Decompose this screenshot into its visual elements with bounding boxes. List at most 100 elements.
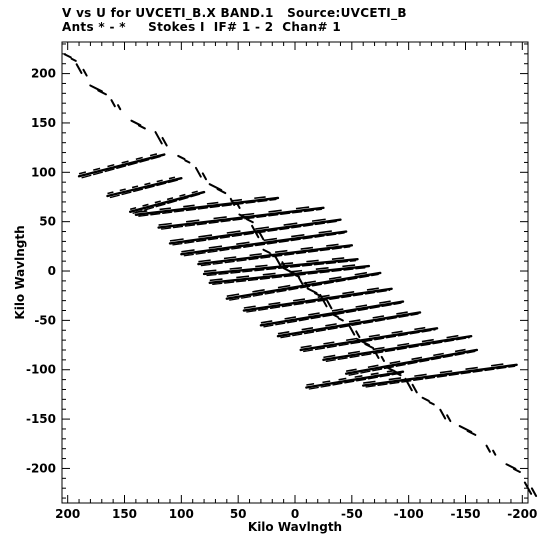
uv-track-fragment xyxy=(363,380,376,384)
uv-track-companion xyxy=(280,313,419,339)
x-tick-label: 50 xyxy=(230,507,247,521)
uv-point-dash xyxy=(466,430,477,436)
uv-track-fragment xyxy=(168,176,176,180)
uv-track-fragment xyxy=(119,188,126,192)
uv-track-companion xyxy=(303,329,436,353)
uv-track-fragment xyxy=(411,356,423,361)
uv-track-fragment xyxy=(291,233,305,238)
uv-track xyxy=(322,334,473,362)
uv-track-fragment xyxy=(213,216,227,220)
uv-track-fragment xyxy=(396,311,408,315)
uv-track xyxy=(168,218,342,245)
uv-track-fragment xyxy=(206,201,219,205)
uv-point-dash xyxy=(492,449,497,456)
uv-track-fragment xyxy=(277,284,291,289)
y-axis: 200 150 100 50 0 -50 -100 -150 -200 xyxy=(26,43,528,499)
uv-track-fragment xyxy=(454,348,466,353)
uv-track-fragment xyxy=(135,210,148,214)
uv-track-companion xyxy=(212,266,368,286)
uv-track-fragment xyxy=(144,182,151,186)
uv-track-fragment xyxy=(414,326,426,331)
y-tick-label: 0 xyxy=(48,264,56,278)
uv-track xyxy=(305,370,405,389)
uv-track-fragment xyxy=(323,341,335,345)
uv-track-fragment xyxy=(397,342,410,347)
y-tick-label: 150 xyxy=(31,116,56,130)
uv-point-dash xyxy=(297,276,304,285)
uv-track-fragment xyxy=(209,278,223,282)
uv-track-fragment xyxy=(325,323,337,327)
uv-track-fragment xyxy=(226,230,241,234)
uv-track-fragment xyxy=(354,271,368,276)
uv-point-dash xyxy=(201,172,208,181)
uv-track xyxy=(77,153,166,178)
uv-point-dash xyxy=(337,317,344,322)
uv-point-dash xyxy=(137,124,146,130)
uv-point-dash xyxy=(184,159,191,164)
uv-track-fragment xyxy=(490,363,504,367)
uv-track-fragment xyxy=(311,218,326,222)
uv-track-fragment xyxy=(300,344,312,349)
x-tick-label: 200 xyxy=(55,507,80,521)
uv-track-companion xyxy=(183,232,345,257)
uv-track-companion xyxy=(206,260,357,277)
uv-track-fragment xyxy=(292,298,306,302)
y-tick-label: 50 xyxy=(39,215,56,229)
uv-point-dash xyxy=(306,287,318,295)
uv-track-fragment xyxy=(300,246,314,250)
uv-track-fragment xyxy=(348,319,361,323)
uv-track-fragment xyxy=(203,269,217,273)
chart-title-line2: Ants * - * Stokes I IF# 1 - 2 Chan# 1 xyxy=(62,20,341,34)
x-tick-label: -200 xyxy=(507,507,537,521)
y-axis-label: Kilo Wavlngth xyxy=(13,225,27,319)
uv-track-fragment xyxy=(308,312,320,316)
uv-track-fragment xyxy=(198,234,213,238)
uv-track-fragment xyxy=(421,338,434,343)
uv-track-fragment xyxy=(236,241,250,245)
uv-point-dash xyxy=(117,104,122,111)
x-tick-label: 100 xyxy=(169,507,194,521)
uv-track-fragment xyxy=(263,237,278,242)
uv-track-fragment xyxy=(368,334,380,338)
y-tick-label: 200 xyxy=(31,67,56,81)
chart-title-line1: V vs U for UVCETI_B.X BAND.1 Source:UVCE… xyxy=(62,6,407,20)
uv-point-dash xyxy=(512,467,521,473)
uv-track-companion xyxy=(365,365,516,388)
uv-track-fragment xyxy=(226,293,240,297)
uv-point-dash xyxy=(505,463,517,470)
uv-track xyxy=(128,190,206,213)
uv-track-fragment xyxy=(131,185,139,189)
uv-track-fragment xyxy=(121,160,129,164)
x-tick-label: -150 xyxy=(450,507,480,521)
uv-track-fragment xyxy=(275,249,288,254)
uv-track-companion xyxy=(229,273,379,301)
uv-point-dash xyxy=(411,383,418,394)
uv-track xyxy=(202,257,359,276)
uv-track xyxy=(225,271,382,300)
uv-track-fragment xyxy=(254,196,266,200)
uv-track-companion xyxy=(308,372,402,390)
uv-track-fragment xyxy=(284,316,297,320)
uv-data-points xyxy=(63,53,538,497)
y-tick-label: -100 xyxy=(26,363,56,377)
uv-point-dash xyxy=(75,63,83,75)
uv-track-companion xyxy=(200,246,351,267)
uv-track-fragment xyxy=(179,193,186,197)
uv-track-fragment xyxy=(268,301,281,306)
uv-point-dash xyxy=(82,68,88,77)
uv-track-fragment xyxy=(159,207,172,211)
uv-track-fragment xyxy=(208,245,223,249)
uv-track-fragment xyxy=(252,289,265,293)
uv-track-fragment xyxy=(166,197,174,201)
uv-point-dash xyxy=(421,396,430,402)
uv-track-fragment xyxy=(240,212,255,217)
uv-track-fragment xyxy=(465,366,478,371)
uv-track-fragment xyxy=(433,352,444,357)
uv-track-fragment xyxy=(230,198,243,202)
uv-track xyxy=(242,287,393,312)
uv-point-dash xyxy=(485,444,491,453)
uv-track-fragment xyxy=(255,264,268,268)
x-tick-label: 0 xyxy=(291,507,299,521)
uv-track-fragment xyxy=(268,209,282,213)
uv-track-fragment xyxy=(346,368,357,372)
